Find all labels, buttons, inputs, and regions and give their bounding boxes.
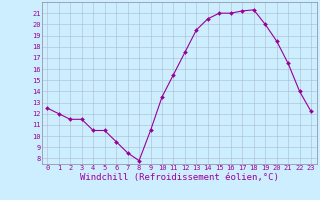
X-axis label: Windchill (Refroidissement éolien,°C): Windchill (Refroidissement éolien,°C) bbox=[80, 173, 279, 182]
